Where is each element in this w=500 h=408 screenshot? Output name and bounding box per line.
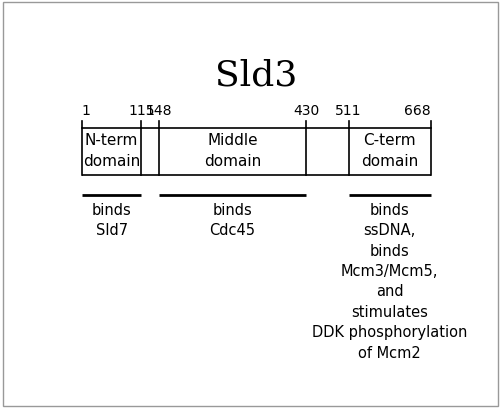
Text: binds
ssDNA,
binds
Mcm3/Mcm5,
and
stimulates
DDK phosphorylation
of Mcm2: binds ssDNA, binds Mcm3/Mcm5, and stimul…	[312, 203, 468, 361]
Text: 511: 511	[336, 104, 362, 118]
Text: Middle
domain: Middle domain	[204, 133, 261, 169]
Text: N-term
domain: N-term domain	[83, 133, 140, 169]
Text: binds
Sld7: binds Sld7	[92, 203, 132, 238]
Text: 430: 430	[293, 104, 320, 118]
Text: 668: 668	[404, 104, 430, 118]
Text: C-term
domain: C-term domain	[361, 133, 418, 169]
Text: 1: 1	[82, 104, 91, 118]
Text: 115: 115	[128, 104, 154, 118]
Text: binds
Cdc45: binds Cdc45	[210, 203, 256, 238]
Text: 148: 148	[146, 104, 172, 118]
Text: Sld3: Sld3	[215, 58, 298, 92]
